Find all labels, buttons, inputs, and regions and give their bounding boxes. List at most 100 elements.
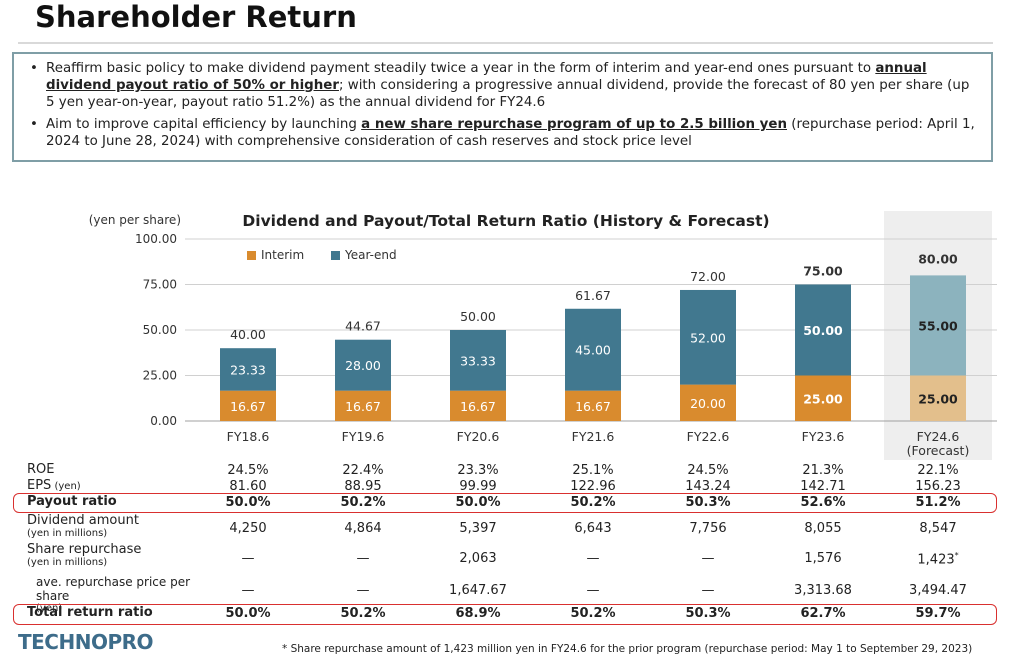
bullet-text: (repurchase period: April 1, 2024 to Jun… <box>46 117 975 149</box>
bar-yearend <box>795 284 851 376</box>
policy-bullet-repurchase: • Aim to improve capital efficiency by l… <box>30 116 981 150</box>
total-label: 61.67 <box>575 288 611 303</box>
table-cell: 88.95 <box>344 479 382 494</box>
table-cell: 50.2% <box>570 606 616 621</box>
page-title: Shareholder Return <box>35 0 357 34</box>
table-cell: 50.2% <box>340 606 386 621</box>
table-cell: 50.0% <box>225 606 271 621</box>
table-cell: 1,423* <box>917 551 959 568</box>
title-divider <box>18 42 993 44</box>
table-cell: 5,397 <box>459 520 497 536</box>
data-label-interim: 20.00 <box>690 396 726 411</box>
table-cell: 81.60 <box>229 479 267 494</box>
bar-interim <box>450 390 506 421</box>
table-cell: 156.23 <box>915 479 961 494</box>
data-label-interim: 25.00 <box>803 391 843 406</box>
row-unit: (yen) <box>36 603 63 614</box>
table-cell: 99.99 <box>459 479 497 494</box>
table-cell: — <box>701 551 715 566</box>
bar-yearend <box>220 348 276 391</box>
bar-interim <box>565 390 621 421</box>
x-tick-label: FY22.6 <box>687 429 730 444</box>
table-cell: — <box>586 582 600 598</box>
y-tick-label: 25.00 <box>143 369 177 383</box>
bar-interim <box>335 390 391 421</box>
data-label-interim: 16.67 <box>575 399 611 414</box>
policy-bullet-dividend: • Reaffirm basic policy to make dividend… <box>30 60 981 111</box>
legend-swatch <box>331 251 340 260</box>
data-label-interim: 16.67 <box>460 399 496 414</box>
table-cell: 22.1% <box>917 463 959 478</box>
data-label-yearend: 50.00 <box>803 323 843 338</box>
x-tick-label: FY19.6 <box>342 429 385 444</box>
bar-yearend <box>680 289 736 385</box>
data-label-yearend: 45.00 <box>575 343 611 358</box>
row-label: ave. repurchase price per share (yen) <box>36 575 196 614</box>
x-tick-label: FY24.6 <box>917 429 960 444</box>
chart-title: Dividend and Payout/Total Return Ratio (… <box>242 212 769 230</box>
data-label-interim: 16.67 <box>345 399 381 414</box>
table-row: Dividend amount (yen in millions) 4,250 4,8… <box>0 514 1011 543</box>
dividend-chart: 0.00 25.00 50.00 75.00 100.00 (yen per share)… <box>89 211 997 460</box>
total-label: 80.00 <box>918 251 958 266</box>
y-tick-label: 50.00 <box>143 323 177 337</box>
bullet-glyph: • <box>30 117 38 132</box>
row-label: Dividend amount (yen in millions) <box>27 513 139 540</box>
bullet-text: ; with considering a progressive annual … <box>46 78 970 110</box>
legend-label: Year-end <box>344 248 397 262</box>
table-row: Total return ratio 50.0% 50.2% 68.9% 50.2% 50… <box>0 606 1011 626</box>
bullet-emphasis: a new share repurchase program of up to … <box>361 117 788 132</box>
row-label: EPS (yen) <box>27 478 81 493</box>
table-cell: 50.0% <box>455 495 501 510</box>
bullet-text: Aim to improve capital efficiency by lau… <box>46 117 362 132</box>
row-label: Payout ratio <box>27 494 117 509</box>
table-cell: 24.5% <box>227 463 269 478</box>
table-cell: 23.3% <box>457 463 499 478</box>
table-cell: 143.24 <box>685 479 731 494</box>
table-cell: 3,313.68 <box>794 582 852 598</box>
table-cell: 2,063 <box>459 551 497 566</box>
table-cell: — <box>356 582 370 598</box>
total-label: 50.00 <box>460 309 496 324</box>
legend-label: Interim <box>261 248 304 262</box>
bar-yearend <box>450 330 506 391</box>
table-cell: 4,864 <box>344 520 382 536</box>
data-label-yearend: 28.00 <box>345 358 381 373</box>
table-cell: 50.2% <box>570 495 616 510</box>
row-label: Share repurchase (yen in millions) <box>27 542 142 569</box>
y-tick-label: 75.00 <box>143 278 177 292</box>
x-tick-label: FY21.6 <box>572 429 615 444</box>
row-label: Total return ratio <box>27 605 153 620</box>
bar-yearend <box>335 339 391 391</box>
row-label: ROE <box>27 462 55 477</box>
table-row: Share repurchase (yen in millions) — — 2,063… <box>0 543 1011 575</box>
y-axis-label: (yen per share) <box>89 213 181 227</box>
table-row: Payout ratio 50.0% 50.2% 50.0% 50.2% 50.3% 52.… <box>0 495 1011 514</box>
data-label-yearend: 52.00 <box>690 330 726 345</box>
total-label: 40.00 <box>230 327 266 342</box>
footnote-marker: * <box>954 551 959 560</box>
legend-swatch <box>247 251 256 260</box>
table-cell: 6,643 <box>574 520 612 536</box>
table-cell: 1,647.67 <box>449 582 507 598</box>
highlight-box <box>13 493 997 513</box>
bar-interim <box>220 390 276 421</box>
data-label-yearend: 55.00 <box>918 318 958 333</box>
data-label-interim: 16.67 <box>230 399 266 414</box>
table-cell: 50.2% <box>340 495 386 510</box>
table-cell: 21.3% <box>802 463 844 478</box>
table-cell: 8,055 <box>804 520 842 536</box>
data-label-yearend: 33.33 <box>460 353 496 368</box>
table-cell: — <box>701 582 715 598</box>
table-cell: 25.1% <box>572 463 614 478</box>
y-tick-label: 0.00 <box>150 414 177 428</box>
table-cell: 68.9% <box>455 606 501 621</box>
table-cell: 51.2% <box>915 495 961 510</box>
table-cell: 1,576 <box>804 551 842 566</box>
table-cell: 8,547 <box>919 520 957 536</box>
policy-box: • Reaffirm basic policy to make dividend… <box>12 52 993 162</box>
bullet-emphasis: annual dividend payout ratio of 50% or h… <box>46 61 927 93</box>
total-label: 75.00 <box>803 264 843 279</box>
table-row: EPS (yen) 81.60 88.95 99.99 122.96 143.24 142.… <box>0 479 1011 495</box>
table-cell: 50.3% <box>685 606 731 621</box>
